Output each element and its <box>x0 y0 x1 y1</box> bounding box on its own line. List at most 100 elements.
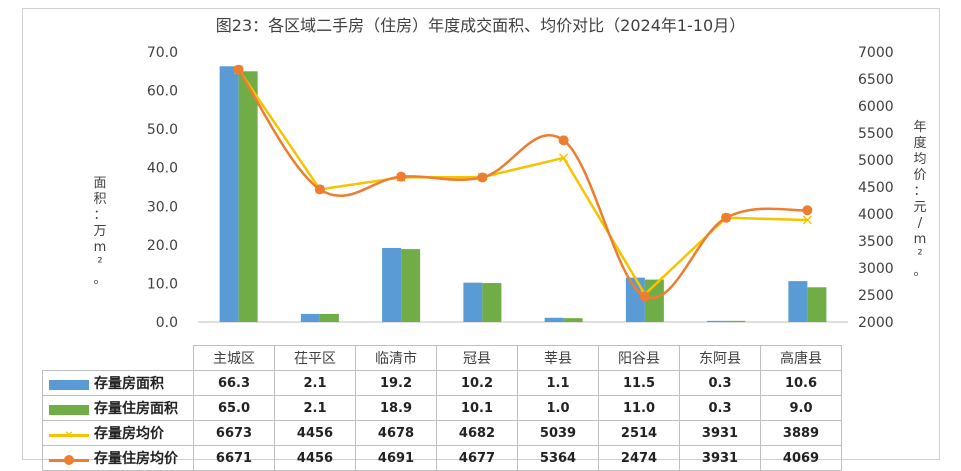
data-label: 4677 <box>436 445 518 471</box>
chart-title: 图23：各区域二手房（住房）年度成交面积、均价对比（2024年1-10月） <box>215 16 746 35</box>
bar-stock-area <box>707 320 727 322</box>
y-left-tick-label: 0.0 <box>156 315 178 331</box>
x-tick-label: 茌平区 <box>274 345 356 371</box>
y-left-tick-label: 50.0 <box>147 122 178 138</box>
data-label: 4456 <box>274 420 356 446</box>
point-stock-residential-price <box>558 135 569 146</box>
data-label: 4069 <box>760 445 842 471</box>
y-axis-right-label: 年度均价：元/m²。 <box>913 120 927 279</box>
legend-label: 存量住房均价 <box>94 451 178 467</box>
legend-entry: 存量住房面积 <box>42 395 194 421</box>
data-label: 5039 <box>517 420 599 446</box>
data-label: 66.3 <box>193 370 275 396</box>
legend-entry: 存量房面积 <box>42 370 194 396</box>
table-header-row: 主城区 茌平区 临清市 冠县 莘县 阳谷县 东阿县 高唐县 <box>42 345 842 371</box>
legend-label: 存量住房面积 <box>94 401 178 417</box>
legend-key <box>49 379 89 390</box>
x-tick-label: 主城区 <box>193 345 275 371</box>
data-label: 2514 <box>598 420 680 446</box>
data-label: 10.1 <box>436 395 518 421</box>
bar-stock-residential-area <box>238 71 258 323</box>
data-label: 2474 <box>598 445 680 471</box>
y-right-tick-label: 2500 <box>858 288 894 304</box>
data-label: 0.3 <box>679 395 761 421</box>
line-stock-price <box>237 68 808 297</box>
point-stock-residential-price <box>802 205 813 216</box>
legend-marker <box>64 454 74 465</box>
legend-key: × <box>49 427 89 441</box>
point-stock-price <box>802 215 812 225</box>
y-right-tick-label: 4500 <box>858 180 894 196</box>
legend-marker: × <box>64 427 74 441</box>
y-right-tick-label: 2000 <box>858 315 894 331</box>
data-label: 6673 <box>193 420 275 446</box>
y-right-tick-label: 5500 <box>858 126 894 142</box>
point-stock-residential-price <box>721 212 732 223</box>
data-label: 10.6 <box>760 370 842 396</box>
data-label: 5364 <box>517 445 599 471</box>
data-label: 3931 <box>679 445 761 471</box>
bar-stock-residential-area <box>807 287 827 322</box>
data-label: 0.3 <box>679 370 761 396</box>
data-table: 主城区 茌平区 临清市 冠县 莘县 阳谷县 东阿县 高唐县 存量房面积 66.3 2.1 19.2 10… <box>42 345 842 471</box>
y-left-tick-label: 20.0 <box>147 238 178 254</box>
legend-label: 存量房面积 <box>94 376 164 392</box>
y-left-tick-label: 40.0 <box>147 161 178 177</box>
y-right-tick-label: 7000 <box>858 45 894 61</box>
data-label: 9.0 <box>760 395 842 421</box>
legend-key <box>49 404 89 415</box>
data-label: 11.0 <box>598 395 680 421</box>
bar-stock-area <box>544 317 564 322</box>
chart-plot: 0.0 10.0 20.0 30.0 40.0 50.0 60.0 70.0 2000 2500 3… <box>147 45 894 331</box>
y-right-tick-label: 4000 <box>858 207 894 223</box>
y-axis-left-label: 面积：万m²。 <box>93 176 107 287</box>
data-label: 65.0 <box>193 395 275 421</box>
y-left-tick-label: 60.0 <box>147 84 178 100</box>
table-row: 存量住房面积 65.0 2.1 18.9 10.1 1.0 11.0 0.3 9.0 <box>42 395 842 421</box>
data-label: 3931 <box>679 420 761 446</box>
y-right-tick-label: 6000 <box>858 99 894 115</box>
legend-entry: × 存量房均价 <box>42 420 194 446</box>
bar-stock-area <box>219 66 239 323</box>
y-left-tick-label: 10.0 <box>147 276 178 292</box>
table-corner <box>42 345 194 371</box>
data-label: 4678 <box>355 420 437 446</box>
y-left-tick-label: 70.0 <box>147 45 178 61</box>
bar-stock-area <box>625 277 645 322</box>
legend-key <box>49 454 89 466</box>
data-label: 1.1 <box>517 370 599 396</box>
x-tick-label: 临清市 <box>355 345 437 371</box>
x-tick-label: 阳谷县 <box>598 345 680 371</box>
y-right-tick-label: 6500 <box>858 72 894 88</box>
point-stock-residential-price <box>314 184 325 195</box>
data-label: 6671 <box>193 445 275 471</box>
bar-stock-area <box>382 247 402 322</box>
bar-stock-residential-area <box>401 249 421 322</box>
table-row: 存量住房均价 6671 4456 4691 4677 5364 2474 3931 4069 <box>42 445 842 471</box>
y-left-tick-label: 30.0 <box>147 199 178 215</box>
y-right-tick-label: 3500 <box>858 234 894 250</box>
x-tick-label: 莘县 <box>517 345 599 371</box>
data-label: 1.0 <box>517 395 599 421</box>
data-label: 3889 <box>760 420 842 446</box>
bar-stock-area <box>463 282 483 322</box>
table-row: × 存量房均价 6673 4456 4678 4682 5039 2514 3931 3889 <box>42 420 842 446</box>
bar-stock-residential-area <box>482 283 502 322</box>
data-label: 2.1 <box>274 370 356 396</box>
point-stock-residential-price <box>477 172 488 183</box>
y-right-tick-label: 3000 <box>858 261 894 277</box>
legend-label: 存量房均价 <box>94 426 164 442</box>
point-stock-residential-price <box>639 291 650 302</box>
data-label: 2.1 <box>274 395 356 421</box>
line-stock-residential-price <box>237 69 808 300</box>
data-label: 18.9 <box>355 395 437 421</box>
data-label: 19.2 <box>355 370 437 396</box>
y-right-tick-label: 5000 <box>858 153 894 169</box>
x-tick-label: 冠县 <box>436 345 518 371</box>
data-label: 4682 <box>436 420 518 446</box>
point-stock-residential-price <box>396 171 407 182</box>
bar-stock-area <box>300 313 320 322</box>
bar-stock-area <box>788 281 808 322</box>
bar-stock-residential-area <box>563 318 583 322</box>
data-label: 11.5 <box>598 370 680 396</box>
